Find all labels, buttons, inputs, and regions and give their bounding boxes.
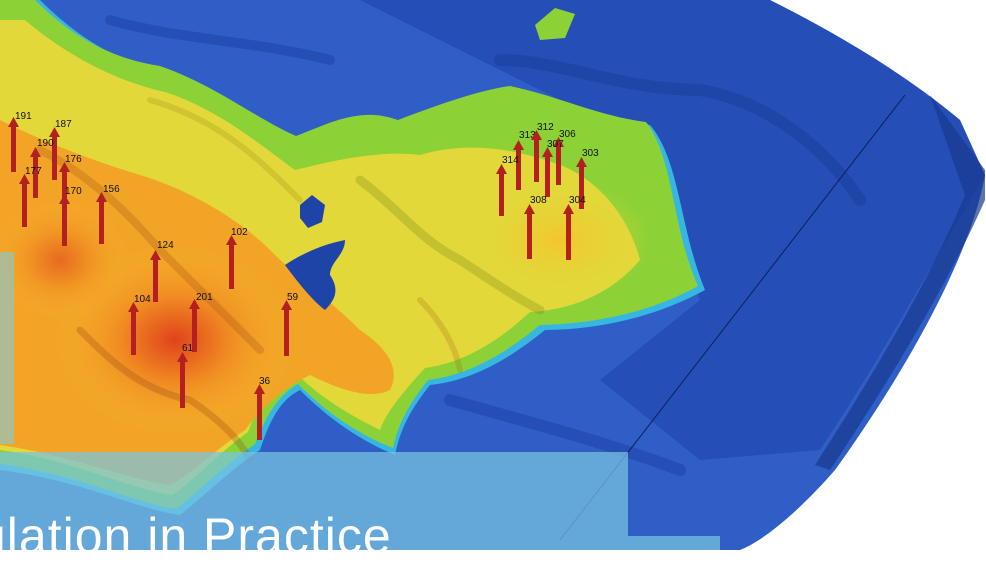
well-label: 104 <box>134 294 151 305</box>
zone-hotspot-red-small <box>0 200 130 320</box>
well: 124 <box>150 240 174 302</box>
well-label: 303 <box>582 148 599 159</box>
title-banner <box>0 452 628 550</box>
well: 303 <box>576 148 599 209</box>
well: 177 <box>19 166 42 227</box>
inclusion-blue-top <box>535 8 575 40</box>
well-label: 176 <box>65 154 82 165</box>
well: 313 <box>513 130 536 190</box>
well: 307 <box>542 139 564 197</box>
well: 104 <box>128 294 151 355</box>
overlay-panel-left <box>0 252 14 444</box>
well-label: 312 <box>537 122 554 133</box>
well-label: 177 <box>25 166 42 177</box>
well: 170 <box>59 186 82 246</box>
well-label: 307 <box>547 139 564 150</box>
well-label: 124 <box>157 240 174 251</box>
well-label: 201 <box>196 292 213 303</box>
well-label: 313 <box>519 130 536 141</box>
well-label: 314 <box>502 155 519 166</box>
well-label: 190 <box>37 138 54 149</box>
reservoir-simulation-map: 191 187 190 176 177 170 156 124 102 104 … <box>0 0 985 550</box>
well-label: 102 <box>231 227 248 238</box>
well: 191 <box>8 111 32 172</box>
well: 59 <box>281 292 299 356</box>
title-banner-extension <box>628 536 720 550</box>
well-label: 304 <box>569 195 586 206</box>
well-label: 306 <box>559 129 576 140</box>
well-label: 61 <box>182 343 194 354</box>
zone-yellow-glow <box>470 180 650 300</box>
well: 190 <box>30 138 54 198</box>
well-label: 191 <box>15 111 32 122</box>
well-label: 170 <box>65 186 82 197</box>
well-label: 187 <box>55 119 72 130</box>
well: 36 <box>254 376 271 440</box>
well: 61 <box>177 343 194 408</box>
well: 306 <box>553 129 576 185</box>
well: 308 <box>524 195 547 259</box>
wells: 191 187 190 176 177 170 156 124 102 104 … <box>8 111 599 440</box>
terrain-shading <box>36 15 866 476</box>
banner-title: ulation in Practice <box>0 508 392 564</box>
well: 156 <box>96 184 120 244</box>
well: 314 <box>496 155 519 216</box>
well: 201 <box>189 292 213 352</box>
well: 187 <box>49 119 72 180</box>
well: 304 <box>563 195 586 260</box>
well-label: 156 <box>103 184 120 195</box>
inclusion-blue-small <box>300 195 325 228</box>
well-label: 308 <box>530 195 547 206</box>
inclusion-blue-center <box>285 240 345 310</box>
well: 176 <box>59 154 82 210</box>
well: 312 <box>531 122 554 182</box>
well: 102 <box>226 227 248 289</box>
well-label: 59 <box>287 292 299 303</box>
well-label: 36 <box>259 376 271 387</box>
